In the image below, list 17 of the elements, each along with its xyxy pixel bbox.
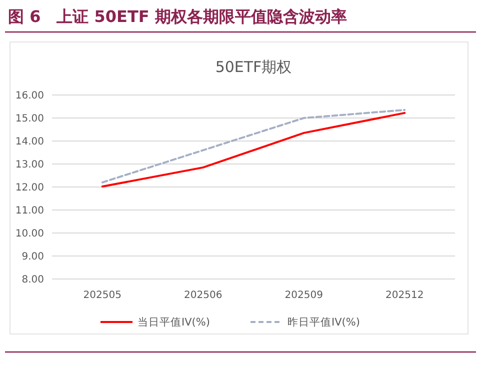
chart-title: 图 6 上证 50ETF 期权各期限平值隐含波动率	[8, 7, 347, 26]
x-tick-label: 202505	[83, 290, 122, 301]
legend-label: 当日平值IV(%)	[138, 316, 210, 329]
y-tick-label: 12.00	[15, 182, 44, 194]
y-tick-label: 8.00	[22, 274, 44, 286]
y-tick-label: 11.00	[15, 206, 44, 216]
y-tick-label: 16.00	[15, 90, 44, 102]
x-tick-label: 202509	[284, 290, 323, 301]
y-tick-label: 9.00	[22, 252, 44, 262]
chart-subtitle: 50ETF期权	[215, 58, 292, 76]
y-tick-label: 14.00	[15, 136, 44, 148]
y-tick-label: 15.00	[15, 114, 44, 124]
legend-label: 昨日平值IV(%)	[288, 316, 360, 329]
x-tick-label: 202506	[184, 290, 222, 301]
x-tick-label: 202512	[386, 290, 424, 301]
y-tick-label: 13.00	[15, 160, 44, 170]
y-tick-label: 10.00	[15, 228, 44, 240]
